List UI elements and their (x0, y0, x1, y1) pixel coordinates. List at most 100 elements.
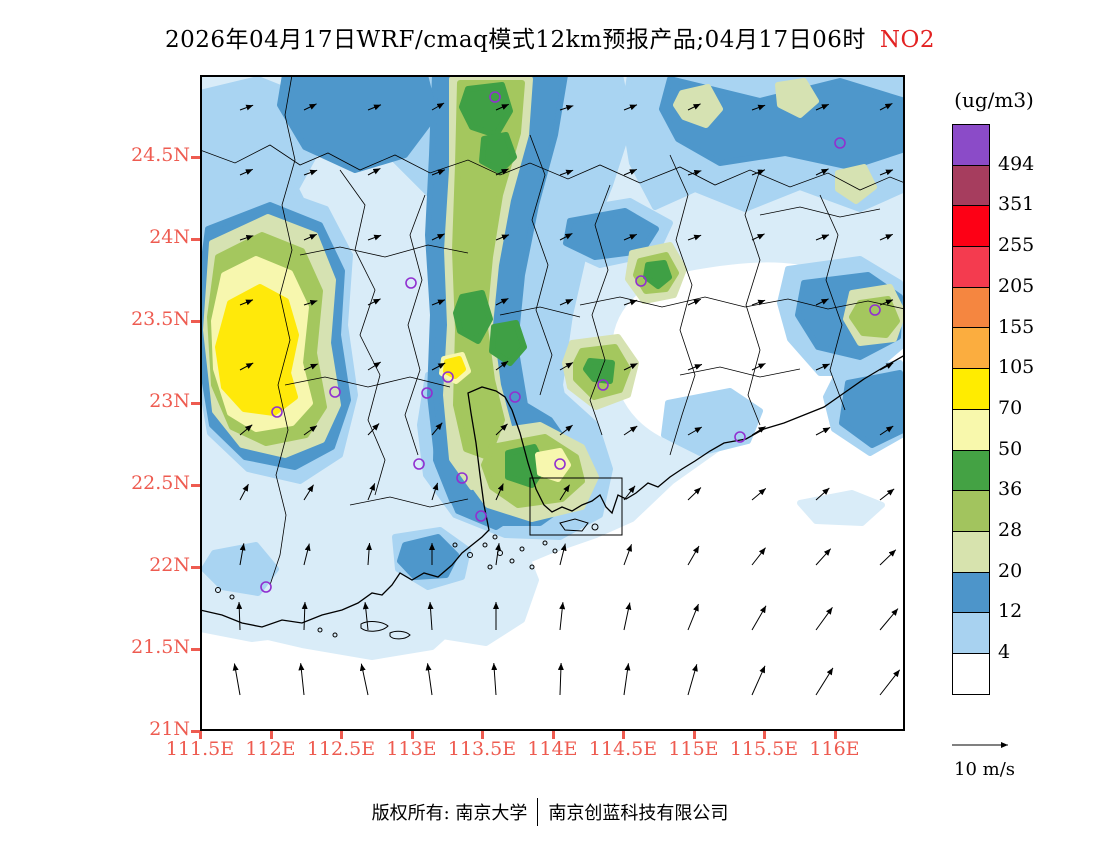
colorbar-cell (952, 530, 990, 573)
contour-patch (201, 542, 279, 596)
colorbar-level-label: 205 (998, 274, 1035, 297)
wind-arrow (751, 488, 767, 501)
wind-arrow (239, 104, 254, 111)
wind-arrow (362, 602, 369, 631)
wind-arrow (495, 168, 509, 176)
boundary-line (819, 194, 846, 411)
boundary-line (339, 169, 386, 496)
wind-arrow (495, 543, 502, 566)
wind-arrow (687, 545, 700, 566)
colorbar-cell (952, 124, 990, 166)
wind-arrow (751, 547, 766, 566)
wind-arrow (495, 483, 504, 501)
title-species-label: NO2 (879, 27, 936, 53)
boundary-line (299, 244, 469, 258)
wind-arrow (879, 425, 894, 436)
city-marker (405, 277, 417, 289)
lon-tick-mark (692, 731, 696, 739)
island (509, 558, 515, 564)
city-marker (635, 275, 647, 287)
estuary-domain-box (529, 477, 623, 536)
boundary-line (744, 169, 761, 426)
lon-tick-mark (269, 731, 273, 739)
boundary-line (679, 366, 801, 378)
boundary-line (269, 75, 296, 586)
city-marker (834, 137, 846, 149)
lon-tick-label: 113.5E (447, 738, 517, 760)
boundary-line (759, 206, 881, 218)
colorbar-cell (952, 327, 990, 370)
wind-arrow (815, 298, 829, 306)
wind-arrow (815, 667, 834, 696)
wind-arrow (751, 665, 766, 696)
lat-tick-label: 23.5N (131, 308, 190, 330)
island (482, 542, 488, 548)
island (487, 564, 493, 570)
wind-arrow (495, 103, 509, 111)
wind-arrow (687, 103, 701, 111)
wind-arrow (559, 484, 570, 501)
copyright-right: 南京创蓝科技有限公司 (548, 803, 729, 824)
colorbar-cell (952, 571, 990, 614)
coastline (200, 354, 905, 628)
wind-arrow (623, 233, 637, 241)
island (389, 630, 411, 640)
island (452, 542, 458, 548)
lon-tick-label: 111.5E (165, 738, 235, 760)
wind-arrow (687, 169, 702, 176)
wind-arrow (431, 482, 439, 501)
lon-tick-mark (410, 731, 414, 739)
contour-patch (661, 388, 763, 456)
lon-tick-label: 112.5E (306, 738, 376, 760)
boundary-line (589, 184, 611, 436)
lat-tick-mark (191, 402, 200, 405)
wind-arrow (239, 543, 246, 566)
wind-arrow (623, 602, 632, 631)
colorbar-level-label: 70 (998, 396, 1023, 419)
wind-arrow (559, 169, 574, 176)
wind-arrow (687, 298, 701, 306)
city-marker (509, 391, 521, 403)
lat-tick-label: 24N (149, 226, 190, 248)
colorbar-cell (952, 449, 990, 492)
colorbar-level-label: 36 (998, 478, 1023, 501)
wind-arrow (495, 423, 508, 436)
wind-arrow (495, 234, 510, 241)
wind-arrow (431, 233, 445, 241)
city-markers (260, 91, 881, 593)
colorbar-level-label: 4 (998, 641, 1011, 664)
island (332, 632, 338, 638)
wind-arrow (303, 425, 318, 436)
island (552, 548, 558, 554)
wind-arrow (559, 424, 573, 436)
wind-arrow (623, 104, 638, 111)
wind-arrow (431, 169, 446, 176)
wind-arrow (236, 601, 243, 631)
lat-tick-mark (191, 320, 200, 323)
wind-arrow (367, 423, 380, 436)
city-marker (260, 581, 272, 593)
city-marker (597, 379, 609, 391)
colorbar-cell (952, 612, 990, 654)
colorbar-level-label: 351 (998, 193, 1035, 216)
wind-arrow (495, 297, 509, 306)
colorbar-level-label: 494 (998, 152, 1035, 175)
wind-arrow (879, 488, 895, 501)
wind-arrow (303, 299, 318, 306)
wind-arrow (623, 544, 632, 566)
city-marker (271, 406, 283, 418)
wind-arrow (559, 543, 567, 566)
map-canvas (200, 75, 905, 731)
admin-boundaries (200, 75, 905, 586)
contour-patch (643, 260, 672, 289)
wind-arrow (815, 607, 833, 631)
wind-arrow (879, 608, 899, 631)
lon-tick-label: 114.5E (588, 738, 658, 760)
wind-arrow (815, 363, 830, 371)
wind-arrow (367, 234, 382, 241)
island (492, 534, 498, 540)
wind-reference-legend: 10 m/s (948, 736, 1038, 780)
colorbar-level-label: 12 (998, 600, 1023, 623)
wind-reference-label: 10 m/s (954, 759, 1015, 780)
wind-arrow (431, 102, 445, 111)
